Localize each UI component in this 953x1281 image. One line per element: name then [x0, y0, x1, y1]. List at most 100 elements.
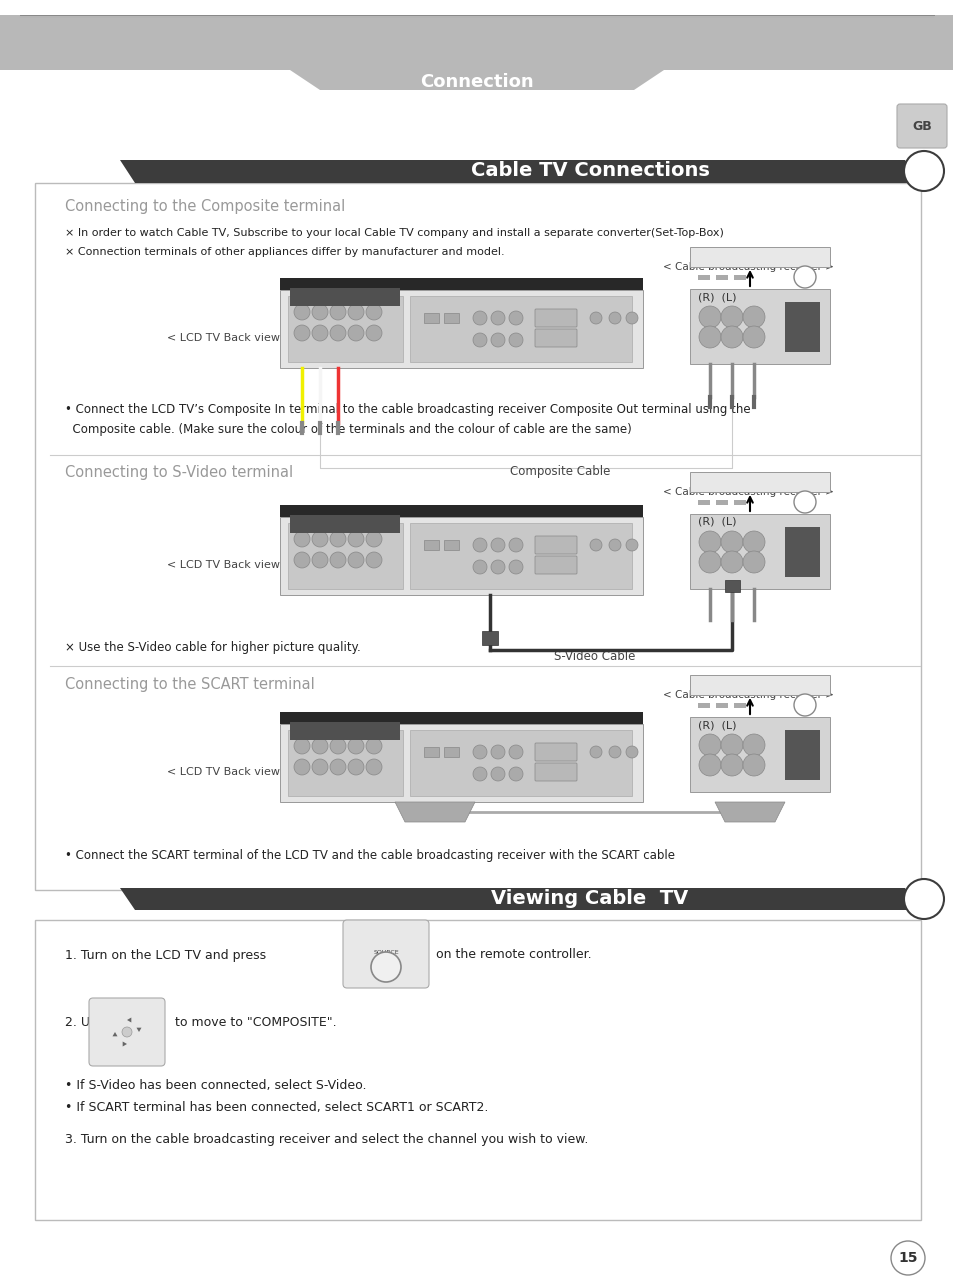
Polygon shape	[127, 1017, 132, 1022]
Circle shape	[330, 552, 346, 567]
Polygon shape	[120, 888, 919, 910]
Text: Viewing Cable  TV: Viewing Cable TV	[491, 889, 688, 908]
Circle shape	[793, 491, 815, 512]
FancyBboxPatch shape	[443, 541, 458, 550]
FancyBboxPatch shape	[716, 275, 727, 281]
Circle shape	[720, 325, 742, 348]
Circle shape	[491, 767, 504, 781]
FancyBboxPatch shape	[288, 730, 402, 796]
Circle shape	[330, 760, 346, 775]
Circle shape	[491, 746, 504, 760]
Circle shape	[742, 755, 764, 776]
Circle shape	[720, 551, 742, 573]
Circle shape	[294, 325, 310, 341]
Text: < LCD TV Back view >: < LCD TV Back view >	[167, 560, 293, 570]
Text: Composite cable. (Make sure the colour of the terminals and the colour of cable : Composite cable. (Make sure the colour o…	[65, 424, 631, 437]
Circle shape	[348, 304, 364, 320]
Text: 1. Turn on the LCD TV and press: 1. Turn on the LCD TV and press	[65, 948, 266, 962]
Text: to move to "COMPOSITE".: to move to "COMPOSITE".	[174, 1016, 336, 1029]
Text: < Cable broadcasting receiver >: < Cable broadcasting receiver >	[662, 690, 833, 699]
Circle shape	[491, 538, 504, 552]
Circle shape	[294, 532, 310, 547]
Circle shape	[589, 539, 601, 551]
Circle shape	[608, 746, 620, 758]
Circle shape	[625, 313, 638, 324]
Text: 3. Turn on the cable broadcasting receiver and select the channel you wish to vi: 3. Turn on the cable broadcasting receiv…	[65, 1134, 588, 1146]
FancyBboxPatch shape	[288, 296, 402, 363]
Circle shape	[491, 311, 504, 325]
Circle shape	[742, 325, 764, 348]
Text: Connection: Connection	[419, 73, 534, 91]
Text: × In order to watch Cable TV, Subscribe to your local Cable TV company and insta: × In order to watch Cable TV, Subscribe …	[65, 228, 723, 238]
FancyBboxPatch shape	[280, 278, 642, 290]
Circle shape	[348, 532, 364, 547]
Circle shape	[699, 755, 720, 776]
FancyBboxPatch shape	[733, 703, 745, 708]
FancyBboxPatch shape	[423, 541, 438, 550]
FancyBboxPatch shape	[896, 104, 946, 149]
FancyBboxPatch shape	[288, 523, 402, 589]
FancyBboxPatch shape	[410, 296, 631, 363]
Circle shape	[589, 313, 601, 324]
FancyBboxPatch shape	[689, 675, 829, 696]
FancyBboxPatch shape	[423, 313, 438, 323]
FancyBboxPatch shape	[716, 703, 727, 708]
Circle shape	[608, 539, 620, 551]
Circle shape	[330, 325, 346, 341]
Circle shape	[473, 746, 486, 760]
Circle shape	[312, 760, 328, 775]
Circle shape	[473, 311, 486, 325]
FancyBboxPatch shape	[280, 724, 642, 802]
FancyBboxPatch shape	[716, 500, 727, 505]
Circle shape	[608, 313, 620, 324]
FancyBboxPatch shape	[535, 329, 577, 347]
Circle shape	[509, 311, 522, 325]
FancyBboxPatch shape	[481, 632, 497, 646]
FancyBboxPatch shape	[689, 514, 829, 589]
Circle shape	[348, 738, 364, 755]
Text: × Use the S-Video cable for higher picture quality.: × Use the S-Video cable for higher pictu…	[65, 642, 360, 655]
FancyBboxPatch shape	[290, 515, 399, 533]
Circle shape	[330, 532, 346, 547]
FancyBboxPatch shape	[290, 288, 399, 306]
FancyBboxPatch shape	[343, 920, 429, 988]
Circle shape	[742, 551, 764, 573]
Circle shape	[699, 532, 720, 553]
Circle shape	[793, 694, 815, 716]
Circle shape	[294, 738, 310, 755]
Circle shape	[366, 325, 381, 341]
Circle shape	[720, 532, 742, 553]
Circle shape	[312, 304, 328, 320]
FancyBboxPatch shape	[410, 523, 631, 589]
FancyBboxPatch shape	[535, 309, 577, 327]
Circle shape	[903, 879, 943, 918]
Circle shape	[473, 560, 486, 574]
Polygon shape	[112, 1032, 117, 1036]
FancyBboxPatch shape	[724, 580, 740, 592]
Circle shape	[312, 552, 328, 567]
FancyBboxPatch shape	[290, 722, 399, 740]
Text: S-Video Cable: S-Video Cable	[554, 651, 635, 664]
FancyBboxPatch shape	[423, 747, 438, 757]
FancyBboxPatch shape	[698, 275, 709, 281]
Circle shape	[793, 266, 815, 288]
Polygon shape	[136, 1027, 141, 1032]
Circle shape	[699, 325, 720, 348]
FancyBboxPatch shape	[0, 15, 953, 70]
Circle shape	[312, 532, 328, 547]
Circle shape	[473, 538, 486, 552]
Circle shape	[742, 306, 764, 328]
FancyBboxPatch shape	[784, 302, 820, 352]
Circle shape	[330, 304, 346, 320]
Circle shape	[348, 760, 364, 775]
Circle shape	[473, 333, 486, 347]
Text: Connecting to the Composite terminal: Connecting to the Composite terminal	[65, 200, 345, 214]
Text: SOURCE: SOURCE	[373, 949, 398, 954]
FancyBboxPatch shape	[280, 518, 642, 594]
Circle shape	[491, 333, 504, 347]
FancyBboxPatch shape	[410, 730, 631, 796]
Text: < Cable broadcasting receiver >: < Cable broadcasting receiver >	[662, 487, 833, 497]
Circle shape	[742, 532, 764, 553]
FancyBboxPatch shape	[35, 183, 920, 890]
FancyBboxPatch shape	[443, 747, 458, 757]
